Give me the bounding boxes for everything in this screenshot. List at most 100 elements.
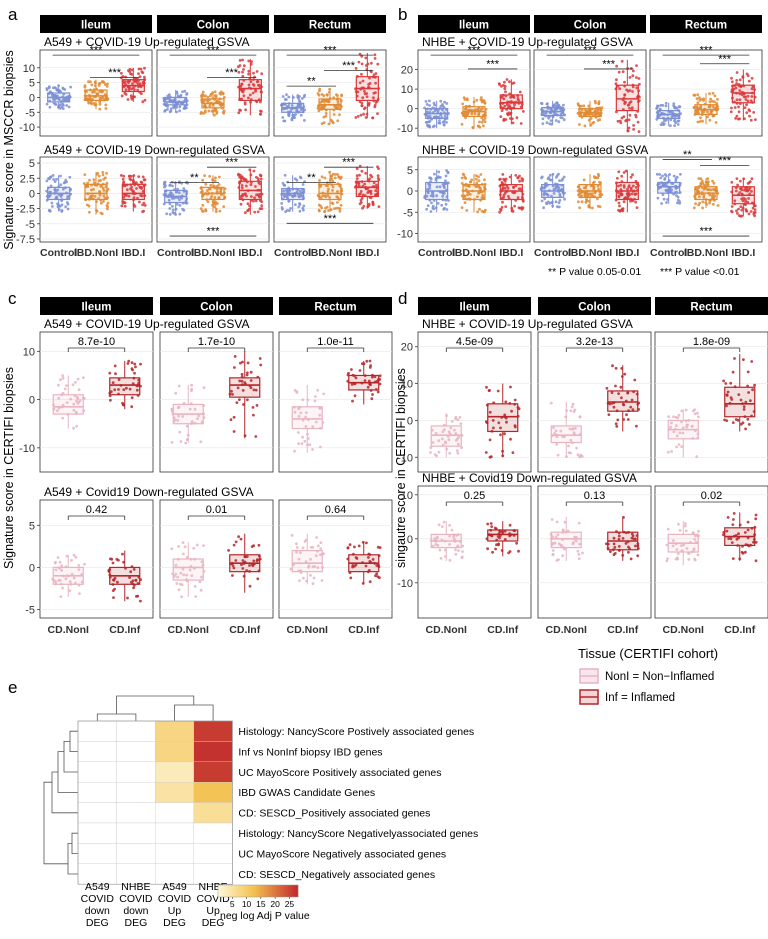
data-point: [440, 437, 444, 441]
data-point: [612, 542, 616, 546]
data-point: [737, 207, 740, 211]
data-point: [503, 104, 507, 108]
data-point: [731, 523, 735, 526]
data-point: [700, 179, 704, 183]
data-point: [68, 580, 72, 583]
data-point: [630, 192, 634, 196]
data-point: [190, 574, 194, 577]
data-point: [253, 210, 257, 214]
data-point: [298, 209, 302, 213]
data-point: [162, 202, 166, 206]
data-point: [339, 203, 343, 207]
y-tick-label: 5: [29, 158, 35, 170]
data-point: [143, 98, 147, 102]
data-point: [617, 194, 621, 198]
data-point: [617, 534, 621, 538]
data-point: [692, 206, 696, 210]
data-point: [424, 100, 428, 103]
data-point: [740, 197, 743, 201]
data-point: [708, 100, 712, 104]
data-point: [249, 80, 253, 84]
data-point: [131, 368, 135, 372]
data-point: [511, 121, 515, 125]
data-point: [617, 208, 620, 212]
box-ibd-i: [731, 84, 755, 104]
facet-strip-label: Ileum: [459, 302, 489, 314]
data-point: [668, 189, 672, 193]
data-point: [558, 198, 562, 202]
data-point: [254, 185, 257, 188]
data-point: [435, 535, 439, 539]
data-point: [438, 185, 442, 189]
data-point: [65, 554, 69, 558]
data-point: [101, 80, 105, 84]
data-point: [675, 434, 679, 438]
data-point: [470, 112, 474, 116]
data-point: [293, 177, 297, 181]
data-point: [237, 535, 241, 539]
data-point: [368, 366, 372, 369]
colorbar-step: [248, 885, 251, 897]
data-point: [746, 200, 750, 204]
data-point: [706, 182, 710, 186]
data-point: [350, 383, 354, 386]
pvalue-label: 0.25: [464, 490, 485, 502]
data-point: [667, 415, 670, 418]
colorbar-step: [284, 885, 287, 897]
data-point: [188, 568, 192, 572]
data-point: [597, 187, 600, 191]
data-point: [361, 79, 365, 83]
data-point: [681, 431, 685, 435]
y-tick-label: 5: [29, 520, 35, 532]
data-point: [746, 520, 750, 524]
data-point: [58, 98, 61, 101]
significance-stars: ***: [468, 45, 482, 57]
data-point: [734, 189, 738, 193]
data-point: [633, 192, 637, 196]
heatmap-cell: [193, 822, 233, 844]
data-point: [198, 580, 202, 584]
data-point: [139, 599, 142, 603]
data-point: [301, 398, 305, 402]
data-point: [337, 175, 341, 179]
data-point: [70, 572, 74, 576]
data-point: [706, 110, 709, 114]
data-point: [252, 559, 256, 563]
y-tick-label: 0: [407, 534, 413, 546]
data-point: [124, 93, 128, 96]
data-point: [323, 176, 327, 180]
data-point: [508, 80, 511, 84]
data-point: [293, 449, 296, 453]
facet-strip-label: Rectum: [309, 20, 351, 32]
data-point: [298, 100, 302, 104]
data-point: [742, 95, 746, 99]
data-point: [731, 370, 735, 374]
data-point: [59, 378, 62, 382]
data-point: [257, 83, 260, 87]
data-point: [360, 169, 364, 173]
data-point: [240, 372, 244, 376]
data-point: [283, 184, 287, 187]
data-point: [561, 554, 565, 558]
data-point: [621, 402, 625, 406]
data-point: [496, 535, 500, 538]
data-point: [77, 568, 81, 571]
data-point: [126, 362, 130, 365]
data-point: [626, 187, 629, 191]
heatmap-cell: [154, 741, 194, 763]
data-point: [503, 432, 506, 436]
significance-stars: ***: [700, 226, 714, 238]
data-point: [359, 190, 363, 193]
data-point: [112, 578, 115, 582]
data-point: [559, 116, 563, 119]
data-point: [56, 556, 60, 559]
data-point: [302, 576, 305, 580]
data-point: [506, 112, 509, 116]
data-point: [53, 102, 57, 106]
x-tick-label: Control: [40, 247, 77, 259]
data-point: [684, 522, 687, 525]
y-tick-label: 5: [407, 165, 413, 177]
data-point: [437, 439, 441, 442]
data-point: [707, 105, 711, 109]
data-point: [371, 393, 374, 396]
